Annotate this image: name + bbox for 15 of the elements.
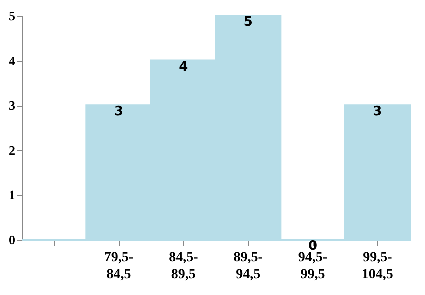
x-tick-label: 99,5-104,5 bbox=[362, 250, 394, 282]
y-tick-label: 3 bbox=[9, 98, 16, 114]
x-tick-label: 94,5-99,5 bbox=[298, 250, 328, 282]
y-tick-label: 1 bbox=[9, 188, 16, 203]
x-tick-label: 89,5-94,5 bbox=[234, 250, 264, 282]
data-label: 3 bbox=[114, 104, 124, 120]
x-tick-label: 79,5-84,5 bbox=[104, 250, 134, 282]
y-tick-label: 0 bbox=[9, 232, 16, 248]
data-label: 4 bbox=[179, 60, 188, 75]
data-label: 5 bbox=[244, 15, 253, 30]
y-tick-label: 5 bbox=[9, 8, 16, 24]
x-tick-label: 84,5-89,5 bbox=[169, 250, 199, 282]
y-tick-label: 2 bbox=[9, 142, 16, 158]
data-label: 3 bbox=[373, 104, 382, 120]
y-tick-label: 4 bbox=[9, 53, 16, 68]
